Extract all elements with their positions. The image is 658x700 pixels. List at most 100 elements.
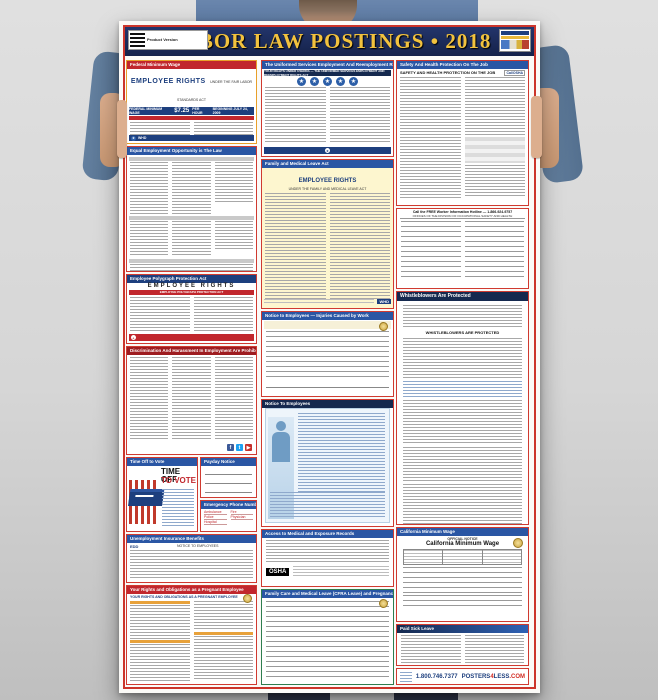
body-text-lines [464,634,524,663]
body-text-lines [329,86,390,143]
footer-text-lines [264,298,375,305]
body-text-lines [172,356,211,441]
body-text-lines [464,164,525,197]
wage-effective-date: BEGINNING JULY 24, 2009 [212,106,248,115]
ca-min-wage-title: California Minimum Wage [425,540,500,547]
official-notice-label: OFFICIAL NOTICE [447,536,478,541]
polygraph-footer-bar: e [129,334,254,341]
body-text-lines [130,263,253,271]
emergency-item: Hospital [204,520,227,525]
body-text-lines [214,220,253,251]
rate-schedule-lines [403,594,522,609]
brand-word-b: LESS [493,673,510,680]
form-text-lines [266,330,389,379]
body-text-lines [193,635,253,680]
dol-seal-icon: ★ [131,135,136,141]
section-medical-exposure-records: Access to Medical and Exposure Records O… [261,529,394,587]
body-text-lines [266,539,389,564]
hotline-subtitle: OFFICES OF THE DIVISION OF OCCUPATIONAL … [400,214,525,219]
section-header: Federal Minimum Wage [127,61,256,69]
subheader-bar [129,258,254,263]
body-text-lines [130,604,190,639]
section-federal-minimum-wage: Federal Minimum Wage EMPLOYEE RIGHTS UND… [126,60,257,144]
emergency-item: Police [204,515,227,520]
section-whistleblowers-protected: Whistleblowers Are Protected WHISTLEBLOW… [396,291,529,525]
product-version-text: Product Version [147,37,178,43]
whd-logo: WHD [377,299,391,304]
orange-subheader-bar [193,631,253,635]
orange-subheader-bar [130,639,190,643]
body-text-lines [130,220,169,257]
body-text-lines [298,413,385,493]
section-notice-to-employees: Notice To Employees [261,399,394,527]
section-header: Notice to Employees — Injuries Caused by… [262,312,393,320]
body-text-lines [214,356,253,441]
vote-title-line1: TIME OFF [161,467,181,484]
body-text-lines [270,492,385,518]
body-text-lines [403,446,522,481]
section-header: Family Care and Medical Leave (CFRA Leav… [262,590,393,598]
section-header: Time Off to Vote [127,458,197,466]
dol-logo-icon: e [131,335,136,340]
compliance-text-lines [400,671,412,682]
section-userra: The Uniformed Services Employment And Re… [261,60,394,157]
section-emergency-phone-numbers: Emergency Phone Numbers Ambulance Fire P… [200,500,257,532]
body-text-lines [214,161,253,202]
youtube-icon: ▶ [245,444,252,451]
hotline-title: Call the FREE Worker Information Hotline… [412,210,513,214]
section-header: Equal Employment Opportunity is The Law [127,147,256,155]
body-text-lines [130,549,253,580]
body-text-lines [130,643,190,682]
orange-subheader-bar [130,600,190,604]
userra-star-medallion-icon: ★ [336,76,345,86]
qr-code-icon [130,32,145,48]
unemployment-title: NOTICE TO EMPLOYEES [176,544,219,549]
section-time-off-to-vote: Time Off to Vote TIME OFF TO VOTE [126,457,198,532]
section-pregnant-employee-rights: Your Rights and Obligations as a Pregnan… [126,585,257,685]
userra-star-medallion-icon: ★ [323,76,332,86]
person-left-fingers [117,100,127,158]
cream-subband [264,320,391,329]
section-header: Paid Sick Leave [397,625,528,633]
payday-form-line [205,468,252,475]
flsa-title: EMPLOYEE RIGHTS [130,77,206,85]
polygraph-subtitle-band: EMPLOYEE POLYGRAPH PROTECTION ACT [129,289,254,295]
body-text-lines [401,634,461,663]
section-header: Your Rights and Obligations as a Pregnan… [127,586,256,594]
section-california-minimum-wage: California Minimum Wage OFFICIAL NOTICE … [396,527,529,622]
body-text-lines [266,600,389,681]
section-eeo-is-the-law: Equal Employment Opportunity is The Law [126,146,257,272]
section-brand-bar: 1.800.746.7377 POSTERS4LESS.COM [396,668,529,685]
body-text-lines [130,296,190,333]
payday-form-line [205,495,252,497]
hyperlink-text-lines [403,380,522,397]
polygraph-title: EMPLOYEE RIGHTS [147,282,236,289]
section-header: Family and Medical Leave Act [262,160,393,168]
section-injuries-caused-by-work: Notice to Employees — Injuries Caused by… [261,311,394,397]
section-header: Notice To Employees [262,400,393,408]
fmla-subtitle: UNDER THE FAMILY AND MEDICAL LEAVE ACT [288,186,367,191]
wage-rate-suffix: PER HOUR [192,106,203,115]
userra-star-medallion-icon: ★ [297,76,306,86]
dol-seal-icon: ★ [325,148,330,153]
facebook-icon: f [227,444,234,451]
body-text-lines [265,192,326,301]
section-header: Discrimination And Harassment In Employm… [127,347,256,355]
whistleblower-title: WHISTLEBLOWERS ARE PROTECTED [425,329,500,335]
brand-suffix: .COM [509,673,525,680]
section-header: Employee Polygraph Protection Act [127,275,256,283]
body-text-lines [130,356,169,441]
support-phone: 1.800.746.7377 [415,673,458,680]
body-text-lines [265,86,326,143]
whd-footer-bar: ★ WHD [129,135,254,141]
body-text-lines [193,296,253,333]
wage-band-label: FEDERAL MINIMUM WAGE [129,106,163,115]
subheader-bar [129,156,254,161]
section-polygraph-protection-act: Employee Polygraph Protection Act EMPLOY… [126,274,257,344]
section-discrimination-harassment: Discrimination And Harassment In Employm… [126,346,257,455]
section-header: Payday Notice [201,458,256,466]
emergency-item: Physician [230,515,253,520]
safety-title: SAFETY AND HEALTH PROTECTION ON THE JOB [400,70,496,76]
section-paid-sick-leave: Paid Sick Leave [396,624,529,666]
poster-red-frame [123,25,536,689]
